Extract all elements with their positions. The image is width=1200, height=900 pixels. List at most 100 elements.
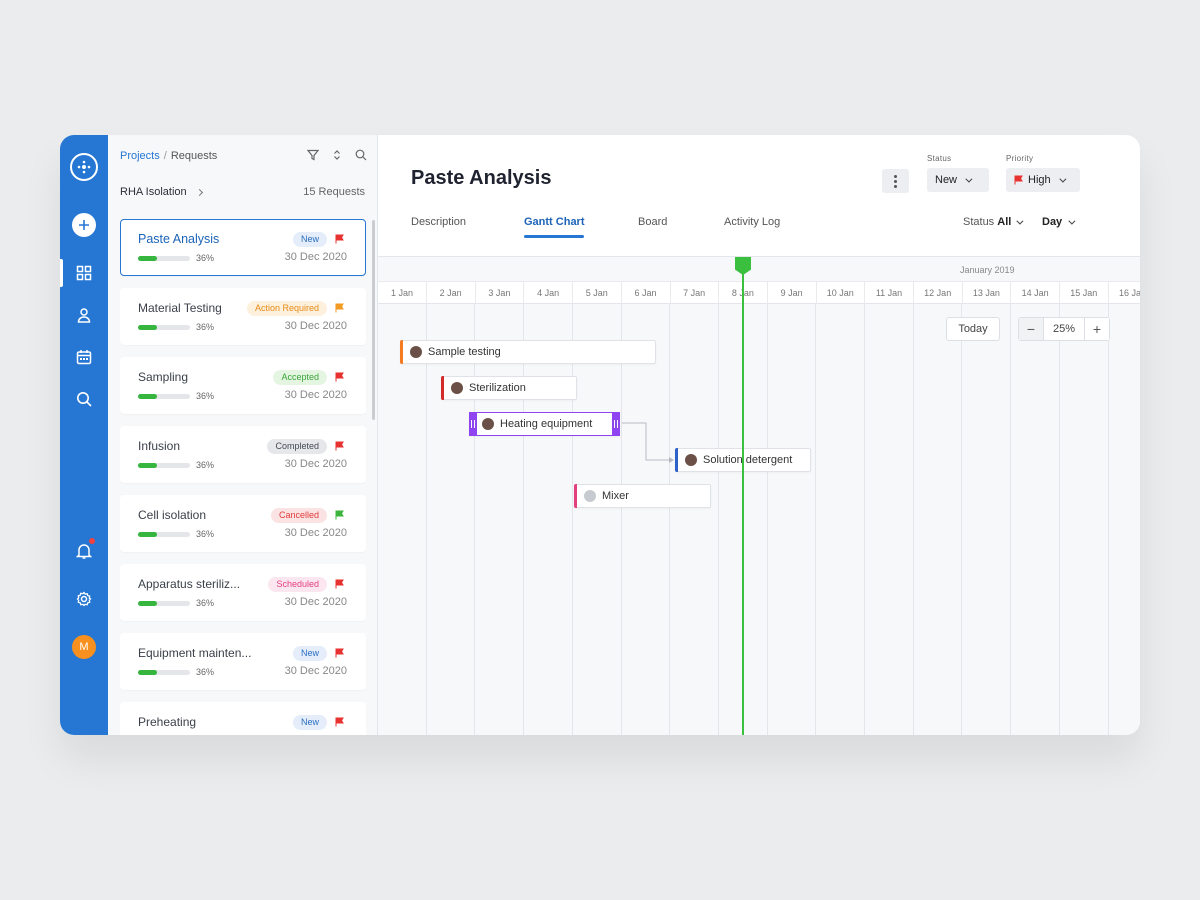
due-date: 30 Dec 2020 [285, 734, 347, 735]
more-icon [894, 174, 897, 188]
flag-icon[interactable] [335, 441, 345, 451]
breadcrumb-projects[interactable]: Projects [120, 150, 160, 162]
flag-icon[interactable] [335, 717, 345, 727]
nav-dashboard[interactable] [60, 259, 108, 287]
status-filter-value: All [997, 216, 1012, 228]
gantt-task-bar[interactable]: Sample testing [400, 340, 656, 364]
nav-settings[interactable] [60, 585, 108, 613]
flag-icon[interactable] [335, 579, 345, 589]
gantt-day-label: 9 Jan [768, 282, 817, 304]
search-icon[interactable] [355, 149, 367, 161]
progress-percent: 36% [196, 253, 215, 263]
request-card[interactable]: Paste Analysis New 36% 30 Dec 2020 [120, 219, 366, 276]
gantt-day-label: 1 Jan [378, 282, 427, 304]
plus-icon [79, 220, 89, 230]
more-button[interactable] [882, 169, 909, 193]
zoom-out-button[interactable]: − [1019, 318, 1043, 340]
gantt-day-label: 4 Jan [524, 282, 574, 304]
bell-icon [76, 544, 92, 559]
status-filter-label: Status [963, 216, 995, 228]
flag-icon[interactable] [335, 372, 345, 382]
nav-users[interactable] [60, 301, 108, 329]
tab-board[interactable]: Board [638, 216, 668, 228]
flag-icon[interactable] [335, 303, 345, 313]
avatar[interactable]: M [72, 635, 96, 659]
sort-icon[interactable] [331, 149, 343, 161]
due-date: 30 Dec 2020 [284, 527, 347, 539]
list-scrollbar[interactable] [372, 220, 375, 420]
request-card[interactable]: PreheatingNew36%30 Dec 2020 [120, 702, 366, 735]
gear-icon [76, 591, 92, 607]
assignee-avatar [451, 382, 463, 394]
flag-icon[interactable] [335, 648, 345, 658]
resize-handle-right[interactable] [612, 412, 620, 436]
status-dropdown[interactable]: New [927, 168, 989, 192]
tab-activity-log[interactable]: Activity Log [724, 216, 781, 228]
zoom-in-button[interactable]: + [1085, 318, 1109, 340]
chevron-down-icon [1059, 175, 1067, 183]
gantt-day-label: 13 Jan [962, 282, 1012, 304]
gantt-task-bar[interactable]: Heating equipment [469, 412, 620, 436]
request-card[interactable]: Infusion Completed 36% 30 Dec 2020 [120, 426, 366, 483]
request-card[interactable]: Sampling Accepted 36% 30 Dec 2020 [120, 357, 366, 414]
request-card[interactable]: Cell isolation Cancelled 36% 30 Dec 2020 [120, 495, 366, 552]
due-date: 30 Dec 2020 [284, 320, 347, 332]
add-button[interactable] [72, 213, 96, 237]
status-badge: New [292, 646, 327, 661]
today-button[interactable]: Today [946, 317, 1000, 341]
request-name: Sampling [138, 370, 189, 384]
gantt-day-label: 14 Jan [1011, 282, 1061, 304]
nav-notifications[interactable] [60, 537, 108, 565]
scale-filter[interactable]: Day [1042, 216, 1076, 228]
priority-dropdown[interactable]: High [1006, 168, 1080, 192]
due-date: 30 Dec 2020 [284, 665, 347, 677]
nav-calendar[interactable] [60, 343, 108, 371]
due-date: 30 Dec 2020 [284, 389, 347, 401]
status-badge: Accepted [273, 370, 327, 385]
request-card[interactable]: Apparatus steriliz... Scheduled 36% 30 Dec … [120, 564, 366, 621]
group-name: RHA Isolation [120, 186, 187, 198]
request-card[interactable]: Material Testing Action Required 36% 30 Dec… [120, 288, 366, 345]
flag-icon [1014, 175, 1023, 185]
today-marker[interactable] [735, 257, 751, 275]
due-date: 30 Dec 2020 [284, 458, 347, 470]
tab-description[interactable]: Description [411, 216, 467, 228]
calendar-icon [76, 350, 92, 365]
request-name: Paste Analysis [138, 232, 220, 246]
chevron-right-icon [195, 188, 203, 196]
request-name: Apparatus steriliz... [138, 577, 241, 591]
page-title: Paste Analysis [411, 167, 552, 189]
gantt-chart: January 2019 1 Jan 2 Jan 3 Jan 4 Jan 5 Jan 6 … [378, 256, 1140, 735]
status-filter[interactable]: Status All [963, 216, 1024, 228]
request-name: Cell isolation [138, 508, 207, 522]
progress-bar [138, 256, 190, 261]
resize-handle-left[interactable] [469, 412, 477, 436]
gantt-day-label: 10 Jan [816, 282, 866, 304]
progress-bar [138, 670, 190, 675]
breadcrumb-current: Requests [170, 150, 218, 162]
group-row[interactable]: RHA Isolation 15 Requests [120, 186, 365, 198]
gantt-task-bar[interactable]: Sterilization [441, 376, 577, 400]
nav-search[interactable] [60, 385, 108, 413]
flag-icon[interactable] [335, 510, 345, 520]
status-badge: Scheduled [268, 577, 327, 592]
status-label: Status [927, 154, 952, 163]
due-date: 30 Dec 2020 [284, 251, 347, 263]
gantt-task-bar[interactable]: Mixer [574, 484, 711, 508]
chevron-down-icon [965, 175, 973, 183]
gantt-day-label: 3 Jan [475, 282, 525, 304]
assignee-avatar [410, 346, 422, 358]
gantt-day-label: 2 Jan [427, 282, 476, 304]
task-name: Heating equipment [500, 418, 593, 430]
logo-icon[interactable] [70, 153, 98, 181]
request-card[interactable]: Equipment mainten... New 36% 30 Dec 2020 [120, 633, 366, 690]
gantt-day-label: 11 Jan [865, 282, 914, 304]
chevron-down-icon [1016, 217, 1024, 225]
filter-icon[interactable] [307, 149, 319, 161]
progress-bar [138, 463, 190, 468]
request-cards: Paste Analysis New 36% 30 Dec 2020 Material … [120, 219, 366, 735]
flag-icon[interactable] [335, 234, 345, 244]
gantt-day-label: 6 Jan [622, 282, 671, 304]
progress-percent: 36% [196, 460, 215, 470]
tab-gantt-chart[interactable]: Gantt Chart [524, 216, 585, 228]
